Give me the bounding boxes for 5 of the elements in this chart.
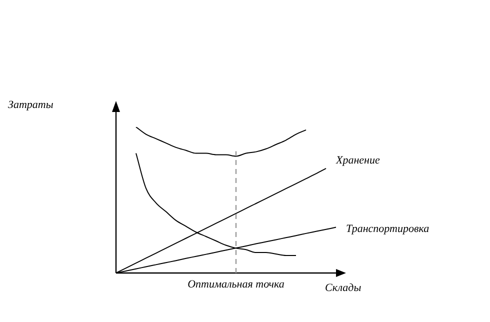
x-axis-title: Склады [325, 282, 362, 294]
series-label: Транспортировка [346, 223, 430, 236]
text: Оптимальная точка [188, 278, 285, 290]
series-label: Хранение [335, 154, 380, 166]
text: Затраты [8, 98, 54, 111]
